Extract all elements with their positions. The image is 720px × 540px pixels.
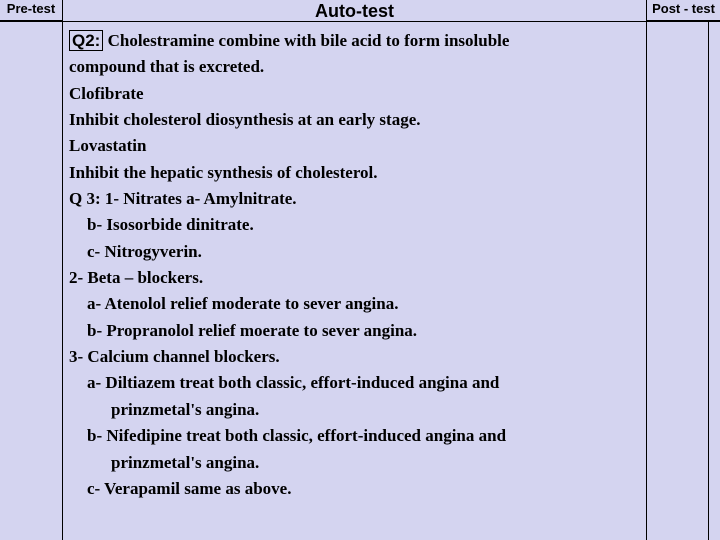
q3-3a2: prinzmetal's angina.	[69, 397, 640, 423]
content-column: Q2: Cholestramine combine with bile acid…	[63, 22, 647, 540]
q3-3b: b- Nifedipine treat both classic, effort…	[69, 423, 640, 449]
q3-2: 2- Beta – blockers.	[69, 265, 640, 291]
header-row: Pre-test Auto-test Post - test	[0, 0, 720, 22]
posttest-header: Post - test	[647, 0, 720, 21]
q2-text-b: compound that is excreted.	[69, 54, 640, 80]
clofibrate-desc: Inhibit cholesterol diosynthesis at an e…	[69, 107, 640, 133]
q3-1b: b- Isosorbide dinitrate.	[69, 212, 640, 238]
lovastatin-desc: Inhibit the hepatic synthesis of cholest…	[69, 160, 640, 186]
q3-3a: a- Diltiazem treat both classic, effort-…	[69, 370, 640, 396]
clofibrate-title: Clofibrate	[69, 81, 640, 107]
q3-3b2: prinzmetal's angina.	[69, 450, 640, 476]
q2-text-a: Cholestramine combine with bile acid to …	[103, 31, 509, 50]
q3-2a: a- Atenolol relief moderate to sever ang…	[69, 291, 640, 317]
q3-2b: b- Propranolol relief moerate to sever a…	[69, 318, 640, 344]
lovastatin-title: Lovastatin	[69, 133, 640, 159]
pretest-header: Pre-test	[0, 0, 63, 21]
q3-3c: c- Verapamil same as above.	[69, 476, 640, 502]
q3-3: 3- Calcium channel blockers.	[69, 344, 640, 370]
autotest-header: Auto-test	[63, 0, 647, 21]
q3-1c: c- Nitrogyverin.	[69, 239, 640, 265]
q2-label: Q2:	[69, 30, 103, 51]
pretest-column	[0, 22, 63, 540]
body-row: Q2: Cholestramine combine with bile acid…	[0, 22, 720, 540]
q3-line1: Q 3: 1- Nitrates a- Amylnitrate.	[69, 186, 640, 212]
posttest-inner-border	[647, 22, 709, 540]
posttest-column	[647, 22, 720, 540]
